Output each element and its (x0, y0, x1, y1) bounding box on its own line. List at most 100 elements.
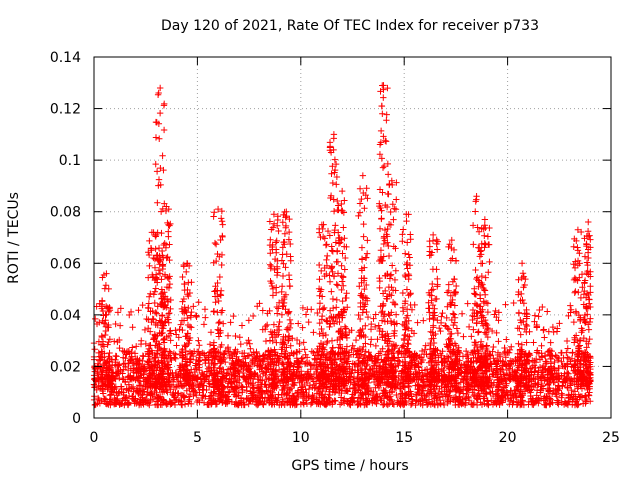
data-point (214, 326, 221, 333)
data-point (541, 365, 549, 372)
data-point (331, 351, 338, 358)
data-point (380, 133, 387, 140)
data-point (303, 379, 311, 387)
data-point (316, 375, 323, 382)
data-point (339, 345, 346, 352)
data-point (333, 281, 340, 288)
data-point (98, 371, 106, 378)
data-point (388, 383, 396, 391)
data-point (332, 160, 340, 168)
data-point (403, 211, 410, 218)
data-point (326, 232, 334, 239)
data-point (483, 390, 490, 398)
data-point (273, 249, 280, 256)
data-point (405, 272, 413, 279)
data-point (305, 370, 312, 377)
data-point (163, 203, 170, 210)
data-point (321, 304, 328, 312)
data-point (489, 348, 496, 355)
data-point (235, 361, 243, 368)
data-point (392, 267, 400, 275)
data-point (278, 257, 286, 264)
data-point (155, 176, 163, 183)
data-point (156, 270, 164, 277)
data-point (377, 380, 384, 388)
data-point (154, 91, 162, 98)
data-point (427, 339, 434, 347)
data-point (447, 301, 454, 309)
data-point (313, 390, 321, 397)
data-point (544, 395, 551, 402)
data-point (378, 317, 386, 324)
data-point (285, 271, 293, 279)
data-point (412, 382, 419, 389)
data-point (399, 289, 407, 297)
data-point (404, 265, 411, 272)
data-point (330, 208, 338, 215)
data-point (159, 388, 166, 396)
data-point (541, 401, 548, 408)
data-point (187, 313, 195, 321)
data-point (299, 399, 307, 406)
data-point (285, 228, 293, 236)
data-point (225, 397, 233, 405)
data-point (341, 266, 348, 273)
data-point (427, 383, 435, 390)
data-point (115, 389, 122, 397)
data-point (408, 393, 415, 400)
data-point (96, 357, 103, 364)
data-point (210, 369, 218, 377)
data-point (223, 369, 231, 377)
data-point (147, 308, 154, 315)
data-point (267, 356, 274, 363)
data-point (539, 382, 547, 389)
data-point (470, 326, 477, 333)
data-point (472, 198, 479, 205)
data-point (243, 375, 251, 383)
data-point (425, 305, 432, 312)
data-point (461, 401, 469, 409)
data-point (230, 365, 238, 372)
data-point (469, 306, 477, 314)
data-point (361, 360, 368, 367)
data-point (464, 385, 472, 393)
data-point (551, 378, 559, 386)
data-point (175, 378, 182, 386)
data-point (285, 377, 292, 385)
data-point (567, 302, 574, 309)
data-point (452, 257, 460, 265)
data-point (129, 324, 136, 331)
data-point (391, 327, 398, 335)
data-point (376, 202, 383, 210)
data-point (156, 135, 163, 142)
data-point (554, 386, 561, 393)
data-point (287, 362, 294, 369)
data-point (180, 295, 188, 303)
data-point (392, 287, 399, 294)
data-point (343, 343, 351, 350)
data-point (533, 321, 540, 329)
data-point (374, 381, 381, 389)
data-point (160, 325, 167, 332)
data-point (240, 373, 248, 381)
data-point (238, 322, 246, 329)
data-point (407, 371, 414, 378)
data-point (333, 373, 340, 381)
data-point (530, 375, 537, 382)
data-point (569, 349, 576, 356)
data-point (402, 326, 409, 334)
data-point (551, 367, 558, 374)
data-point (361, 401, 368, 409)
data-point (356, 185, 364, 192)
data-point (318, 293, 326, 300)
data-point (271, 367, 279, 374)
data-point (236, 334, 243, 341)
data-point (565, 312, 572, 320)
data-point (323, 241, 330, 248)
data-point (433, 295, 440, 303)
data-point (290, 371, 298, 378)
data-point (95, 349, 102, 357)
data-point (110, 369, 117, 376)
data-point (502, 382, 510, 390)
data-point (460, 333, 467, 340)
